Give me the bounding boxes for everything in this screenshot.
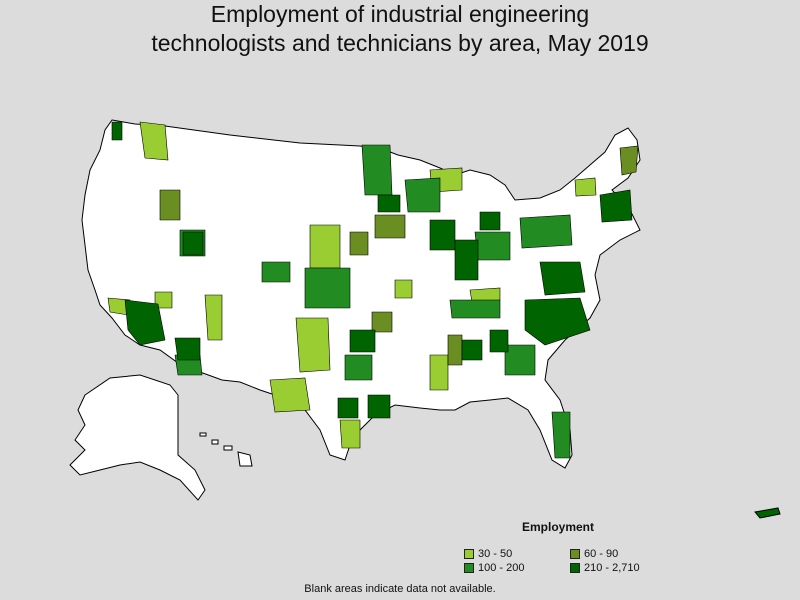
legend-title: Employment xyxy=(522,520,595,534)
area-minneapolis xyxy=(377,194,401,213)
area-oklahoma xyxy=(349,329,376,353)
area-pennsylvania xyxy=(519,214,573,249)
area-washington-east xyxy=(139,121,169,161)
area-minnesota xyxy=(361,144,393,196)
area-carolinas xyxy=(524,297,591,346)
area-chicago xyxy=(429,219,456,251)
area-houston xyxy=(367,394,391,419)
area-atlanta xyxy=(489,329,509,353)
area-georgia xyxy=(504,344,536,376)
area-iowa xyxy=(374,214,406,239)
area-tennessee xyxy=(449,299,501,319)
legend-item-100-200: 100 - 200 xyxy=(464,561,524,575)
area-new-york-north xyxy=(574,177,597,197)
area-dallas xyxy=(344,354,373,381)
legend-swatch xyxy=(570,549,580,559)
contiguous-us-outline xyxy=(81,119,641,469)
area-kansas-west xyxy=(304,267,351,309)
area-arkansas xyxy=(371,311,393,333)
area-florida-south xyxy=(551,411,571,459)
alaska-outline xyxy=(69,374,206,501)
area-texas-central xyxy=(269,377,311,413)
area-southern-california xyxy=(124,299,166,346)
area-nebraska-east xyxy=(349,231,369,256)
area-alabama-north xyxy=(461,339,483,361)
area-phoenix xyxy=(174,337,201,361)
area-salt-lake xyxy=(182,231,204,256)
area-detroit xyxy=(479,211,501,231)
title-line-1: Employment of industrial engineering xyxy=(210,1,590,27)
legend-label: 210 - 2,710 xyxy=(584,562,640,574)
area-south-texas xyxy=(339,419,361,449)
hawaii-outline xyxy=(199,432,253,467)
puerto-rico-area xyxy=(754,507,781,519)
legend-label: 100 - 200 xyxy=(478,562,525,574)
map-title: Employment of industrial engineering tec… xyxy=(0,0,800,58)
area-new-england xyxy=(599,189,633,223)
area-texas-west xyxy=(295,317,331,373)
legend-label: 60 - 90 xyxy=(584,548,619,560)
area-wisconsin xyxy=(404,177,441,213)
legend-item-30-50: 30 - 50 xyxy=(464,547,512,561)
area-wyoming xyxy=(261,261,291,283)
legend-swatch xyxy=(570,563,580,573)
legend-item-210-2710: 210 - 2,710 xyxy=(570,561,640,575)
area-alabama xyxy=(447,334,463,366)
area-mississippi xyxy=(429,354,449,391)
area-ohio xyxy=(474,231,511,261)
legend-swatch xyxy=(464,549,474,559)
legend-swatch xyxy=(464,563,474,573)
area-austin xyxy=(337,397,359,419)
area-seattle xyxy=(111,121,123,141)
title-line-2: technologists and technicians by area, M… xyxy=(151,30,649,56)
legend-item-60-90: 60 - 90 xyxy=(570,547,618,561)
area-virginia xyxy=(539,261,586,296)
no-data-note: Blank areas indicate data not available. xyxy=(304,583,496,595)
area-idaho xyxy=(159,189,181,221)
area-maine xyxy=(619,145,639,176)
area-indiana xyxy=(454,239,479,281)
area-missouri-east xyxy=(394,279,413,299)
area-nevada-south xyxy=(154,291,173,309)
area-kansas xyxy=(309,224,341,269)
legend-label: 30 - 50 xyxy=(478,548,513,560)
area-colorado-south xyxy=(204,294,223,341)
